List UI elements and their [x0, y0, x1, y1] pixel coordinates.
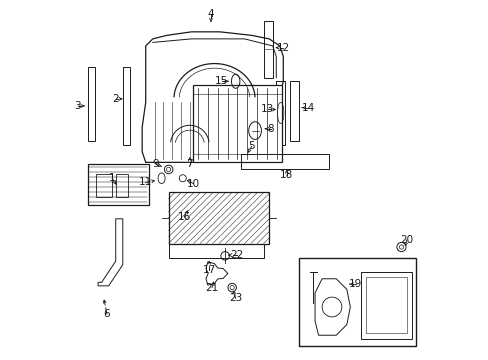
Text: 6: 6	[103, 309, 110, 319]
Text: 2: 2	[112, 94, 119, 104]
Text: 20: 20	[399, 235, 412, 245]
Polygon shape	[193, 85, 281, 162]
Text: 13: 13	[261, 104, 274, 114]
Text: 22: 22	[230, 250, 243, 260]
Text: 19: 19	[348, 279, 362, 289]
Text: 1: 1	[109, 173, 115, 183]
Text: 17: 17	[202, 265, 215, 275]
Text: 14: 14	[301, 103, 314, 113]
Text: 5: 5	[248, 141, 254, 152]
Text: 7: 7	[186, 159, 193, 169]
Text: 4: 4	[207, 9, 214, 19]
Text: 18: 18	[280, 170, 293, 180]
Text: 12: 12	[276, 43, 289, 53]
Text: 16: 16	[178, 212, 191, 222]
Text: 21: 21	[205, 283, 218, 293]
Polygon shape	[87, 164, 149, 205]
Text: 11: 11	[139, 177, 152, 188]
Text: 8: 8	[267, 124, 274, 134]
Text: 10: 10	[186, 179, 200, 189]
Text: 23: 23	[228, 293, 242, 303]
Polygon shape	[168, 192, 269, 243]
Text: 15: 15	[215, 76, 228, 86]
Text: 3: 3	[74, 101, 81, 111]
Text: 9: 9	[152, 159, 159, 169]
